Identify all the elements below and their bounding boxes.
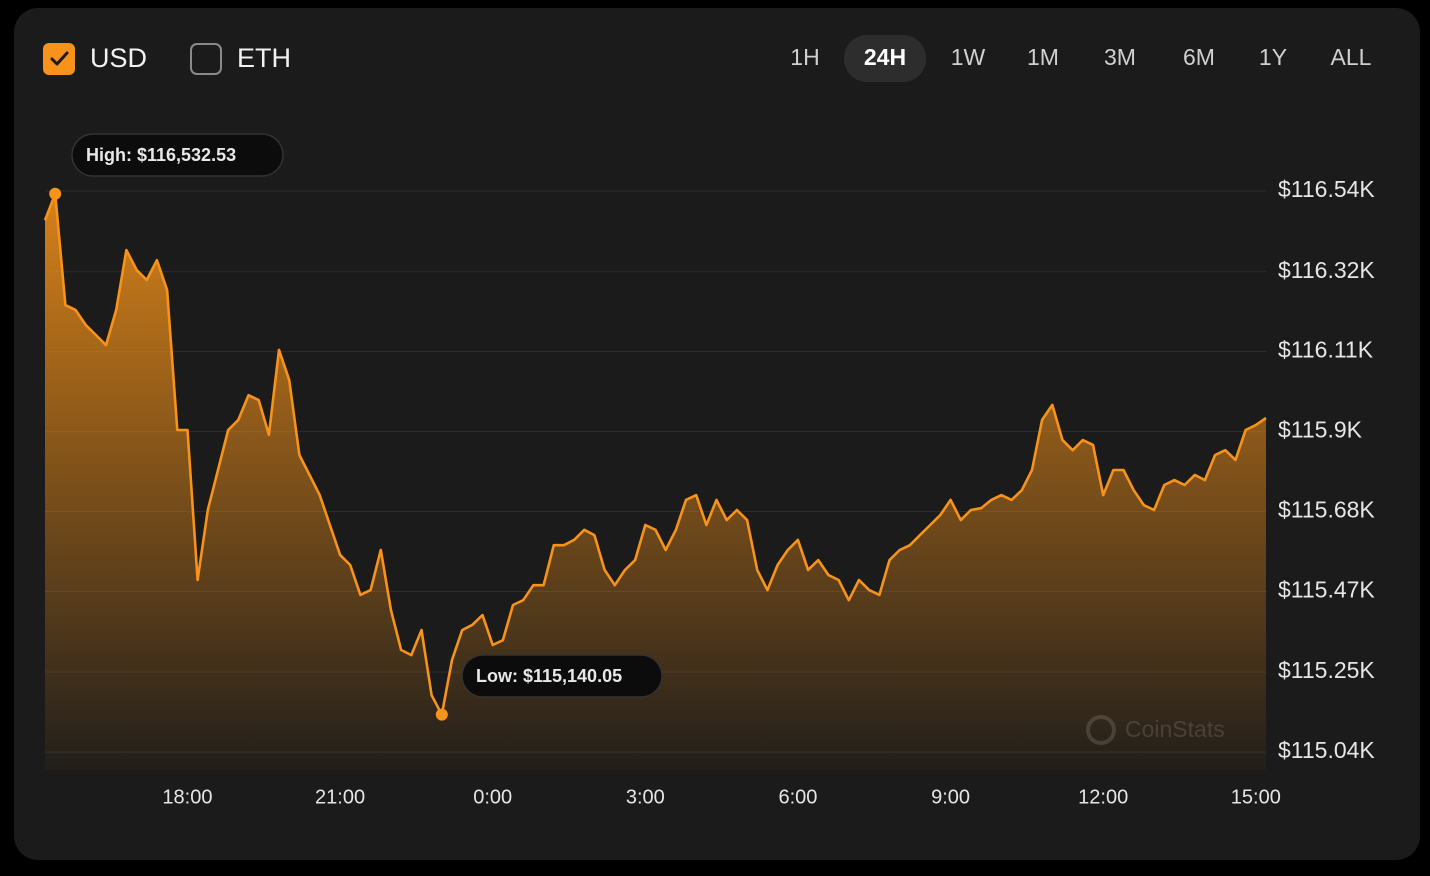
- x-tick-label: 15:00: [1231, 786, 1281, 808]
- y-tick-label: $116.54K: [1278, 176, 1375, 202]
- annotation-label: Low: $115,140.05: [476, 666, 622, 686]
- annotation-pill: [71, 133, 284, 177]
- currency-label: USD: [90, 43, 147, 73]
- range-button[interactable]: 3M: [1104, 44, 1136, 70]
- y-tick-label: $116.11K: [1278, 337, 1374, 363]
- check-icon: [50, 51, 69, 66]
- y-tick-label: $115.9K: [1278, 417, 1363, 443]
- range-button[interactable]: ALL: [1331, 44, 1372, 70]
- range-button[interactable]: 1H: [790, 44, 819, 70]
- range-button[interactable]: 1M: [1027, 44, 1059, 70]
- x-tick-label: 3:00: [626, 786, 665, 808]
- range-button[interactable]: 1W: [951, 44, 986, 70]
- currency-label: ETH: [237, 43, 291, 73]
- y-tick-label: $115.47K: [1278, 577, 1375, 603]
- checkbox-box: [43, 43, 75, 75]
- range-button[interactable]: 6M: [1183, 44, 1215, 70]
- checkbox-box: [190, 43, 222, 75]
- annotation-pill: [461, 654, 663, 698]
- range-label: 1H: [790, 44, 819, 70]
- x-tick-label: 12:00: [1078, 786, 1128, 808]
- price-line: [43, 192, 1267, 716]
- range-selected-bg: [844, 35, 926, 82]
- range-label: 6M: [1183, 44, 1215, 70]
- range-label: ALL: [1331, 44, 1372, 70]
- extreme-marker: [435, 708, 448, 721]
- range-label: 1M: [1027, 44, 1059, 70]
- y-tick-label: $115.25K: [1278, 657, 1375, 683]
- range-label: 3M: [1104, 44, 1136, 70]
- y-tick-label: $116.32K: [1278, 257, 1375, 283]
- range-button[interactable]: 1Y: [1259, 44, 1287, 70]
- currency-checkbox[interactable]: USD: [43, 43, 147, 75]
- x-tick-label: 0:00: [473, 786, 512, 808]
- annotation-label: High: $116,532.53: [86, 145, 236, 165]
- currency-checkbox[interactable]: ETH: [190, 43, 291, 75]
- x-tick-label: 21:00: [315, 786, 365, 808]
- area-fill: [45, 193, 1266, 771]
- y-tick-label: $115.04K: [1278, 737, 1375, 763]
- x-tick-label: 18:00: [162, 786, 212, 808]
- range-button[interactable]: 24H: [844, 35, 926, 82]
- extreme-marker: [49, 187, 62, 200]
- range-label: 24H: [864, 44, 906, 70]
- range-label: 1Y: [1259, 44, 1287, 70]
- x-tick-label: 9:00: [931, 786, 970, 808]
- y-tick-label: $115.68K: [1278, 497, 1375, 523]
- x-tick-label: 6:00: [778, 786, 817, 808]
- range-label: 1W: [951, 44, 986, 70]
